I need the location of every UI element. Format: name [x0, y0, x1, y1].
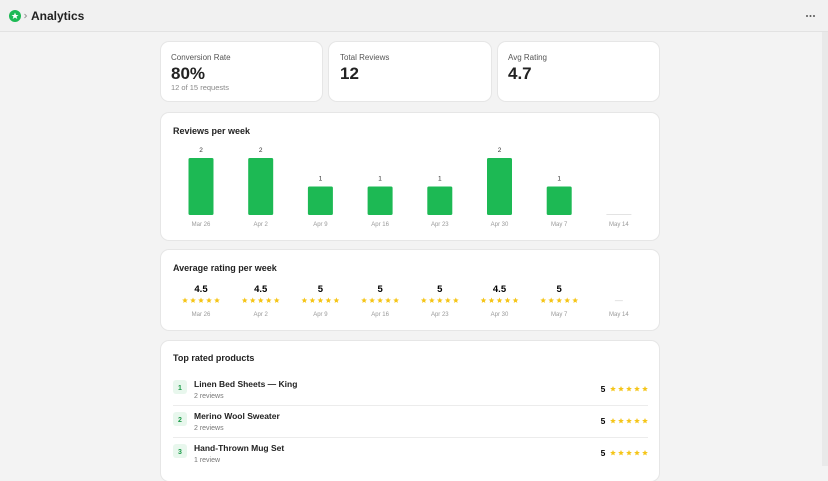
stat-card: Conversion Rate 80% 12 of 15 requests: [161, 42, 322, 101]
header: Analytics: [0, 0, 828, 32]
stat-value: 4.7: [508, 64, 532, 83]
stat-label: Total Reviews: [340, 53, 390, 62]
stat-card: Total Reviews 12: [329, 42, 491, 101]
card-title: Top rated products: [173, 353, 255, 363]
header-icons: [9, 10, 815, 22]
stat-value: 80%: [171, 64, 206, 83]
scrollbar[interactable]: [822, 32, 828, 466]
card-title: Reviews per week: [173, 126, 251, 136]
stat-label: Conversion Rate: [171, 53, 231, 62]
rating-card: Average rating per week: [161, 250, 659, 330]
page-title: Analytics: [31, 9, 85, 23]
stat-label: Avg Rating: [508, 53, 547, 62]
card-title: Average rating per week: [173, 263, 277, 273]
products-card: Top rated products: [161, 341, 659, 481]
stat-sub: 12 of 15 requests: [171, 83, 229, 92]
stat-value: 12: [340, 64, 359, 83]
stat-card: Avg Rating 4.7: [498, 42, 659, 101]
chart-card: Reviews per week: [161, 113, 659, 240]
